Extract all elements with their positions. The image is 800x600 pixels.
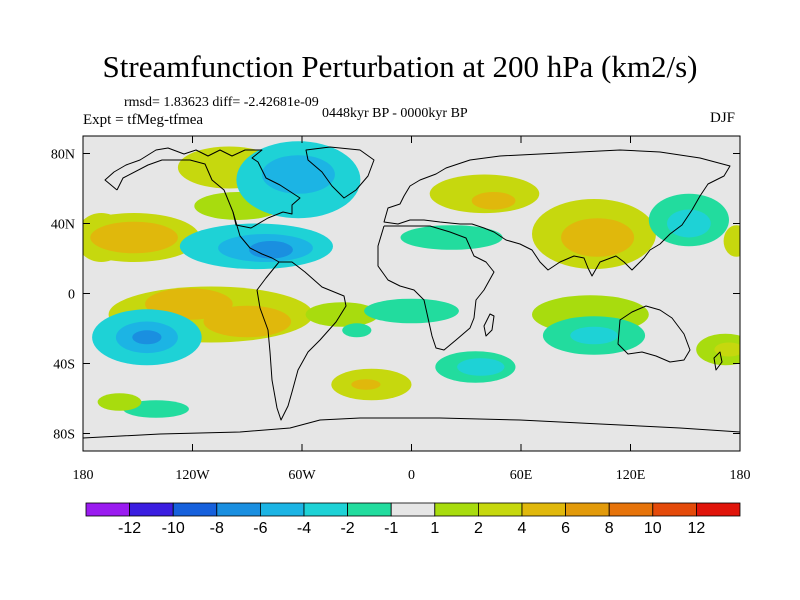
coastline-eurasia: [383, 149, 731, 277]
colorbar-box-12: [608, 502, 654, 517]
colorbar-box-4: [259, 502, 305, 517]
colorbar-label-3: -6: [253, 520, 267, 537]
colorbar-box-6: [347, 502, 392, 517]
colorbar-label-10: 6: [561, 520, 570, 537]
y-tick-label-1: 40N: [51, 218, 75, 233]
colorbar-label-9: 4: [518, 520, 527, 537]
y-tick-label-0: 80N: [51, 148, 75, 163]
x-tick-label-3: 0: [408, 468, 415, 483]
colorbar-box-5: [303, 502, 348, 517]
season-label: DJF: [710, 110, 736, 126]
colorbar-box-2: [172, 502, 218, 517]
coastline-layer: [83, 146, 740, 439]
x-tick-label-5: 120E: [616, 468, 646, 483]
colorbar-label-13: 12: [688, 520, 706, 537]
colorbar-label-0: -12: [118, 520, 141, 537]
coastline-north-america: [104, 147, 301, 229]
coastline-central-america: [232, 211, 280, 263]
coastline-south-america: [256, 261, 347, 421]
colorbar-box-1: [129, 502, 174, 517]
colorbar-label-6: -1: [384, 520, 398, 537]
anomaly-contour-4: [90, 221, 178, 254]
experiment-label: Expt = tfMeg-tfmea: [83, 112, 204, 128]
colorbar-label-4: -4: [297, 520, 311, 537]
anomaly-layer: [83, 141, 740, 418]
coastline-new-zealand: [713, 351, 723, 371]
anomaly-contour-15: [132, 330, 162, 345]
anomaly-contour-19: [351, 379, 381, 390]
coastline-antarctica: [83, 417, 740, 439]
anomaly-contour-16: [305, 302, 379, 327]
coastline-australia: [617, 305, 691, 363]
anomaly-contour-31: [457, 358, 505, 376]
coastline-africa: [377, 225, 495, 351]
colorbar-box-10: [521, 502, 566, 517]
anomaly-contour-27: [667, 209, 711, 238]
colorbar-label-5: -2: [340, 520, 354, 537]
chart-title: Streamfunction Perturbation at 200 hPa (…: [102, 49, 698, 84]
colorbar-box-3: [216, 502, 261, 517]
anomaly-contour-34: [570, 326, 618, 345]
anomaly-contour-6: [261, 155, 335, 194]
rmsd-diff-label: rmsd= 1.83623 diff= -2.42681e-09: [124, 95, 319, 110]
y-tick-label-4: 80S: [53, 428, 75, 443]
colorbar: -12 -10 -8 -6 -4 -2 -1 1 2 4 6 8 10 12: [85, 502, 741, 537]
x-tick-label-0: 180: [73, 468, 94, 483]
coastline-madagascar: [483, 313, 495, 337]
anomaly-contour-12: [203, 305, 292, 338]
anomaly-contour-17: [342, 323, 372, 338]
anomaly-contour-36: [714, 342, 740, 357]
colorbar-box-9: [477, 502, 523, 517]
colorbar-label-12: 10: [644, 520, 662, 537]
y-tick-label-2: 0: [68, 288, 75, 303]
x-tick-label-1: 120W: [175, 468, 210, 483]
x-tick-label-2: 60W: [288, 468, 316, 483]
period-label: 0448kyr BP - 0000kyr BP: [322, 106, 468, 121]
anomaly-contour-9: [249, 241, 293, 259]
anomaly-contour-24: [561, 218, 635, 257]
colorbar-box-13: [652, 502, 697, 517]
axis-layer: 180 120W 60W 0 60E 120E 180 80N 40N 0 40S 80S: [51, 136, 751, 483]
anomaly-contour-28: [723, 225, 740, 257]
anomaly-contour-29: [364, 298, 459, 324]
anomaly-contour-22: [471, 192, 516, 210]
colorbar-label-7: 1: [430, 520, 439, 537]
colorbar-box-11: [565, 502, 610, 517]
colorbar-box-7: [390, 502, 436, 517]
colorbar-box-14: [696, 502, 741, 517]
y-tick-label-3: 40S: [53, 358, 75, 373]
x-tick-label-6: 180: [730, 468, 751, 483]
coastline-greenland: [305, 146, 375, 199]
colorbar-label-1: -10: [162, 520, 185, 537]
colorbar-box-0: [85, 502, 130, 517]
colorbar-label-8: 2: [474, 520, 483, 537]
colorbar-label-11: 8: [605, 520, 614, 537]
anomaly-contour-25: [400, 225, 503, 250]
colorbar-box-8: [434, 502, 479, 517]
x-tick-label-4: 60E: [510, 468, 533, 483]
anomaly-contour-37: [97, 393, 142, 411]
colorbar-label-2: -8: [210, 520, 224, 537]
